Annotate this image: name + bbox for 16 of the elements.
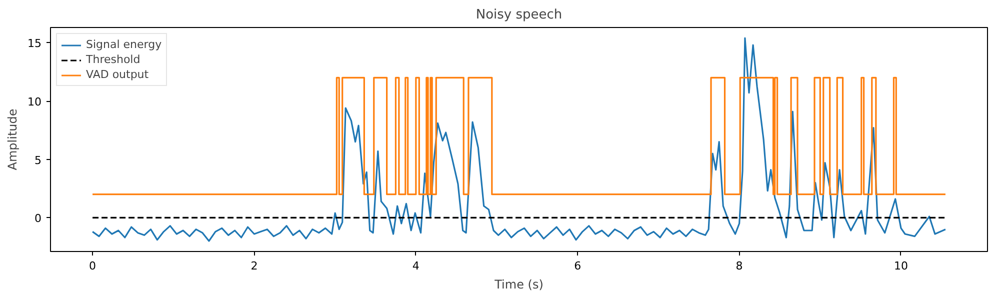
legend-label: Signal energy bbox=[86, 38, 162, 51]
legend-label: Threshold bbox=[86, 53, 140, 66]
x-tick-label: 8 bbox=[736, 260, 743, 272]
chart-title: Noisy speech bbox=[476, 8, 562, 22]
x-tick-label: 6 bbox=[574, 260, 582, 272]
y-tick-label: 15 bbox=[28, 37, 42, 50]
y-tick-label: 5 bbox=[34, 154, 42, 167]
y-tick-label: 10 bbox=[28, 96, 42, 108]
x-tick-label: 0 bbox=[89, 260, 96, 272]
x-axis-title: Time (s) bbox=[494, 278, 544, 292]
y-axis-title: Amplitude bbox=[6, 108, 20, 170]
x-tick-label: 10 bbox=[894, 260, 908, 272]
legend-label: VAD output bbox=[86, 68, 149, 81]
y-tick-label: 0 bbox=[34, 212, 42, 226]
x-tick-label: 4 bbox=[412, 260, 420, 272]
x-tick-label: 2 bbox=[250, 260, 258, 272]
